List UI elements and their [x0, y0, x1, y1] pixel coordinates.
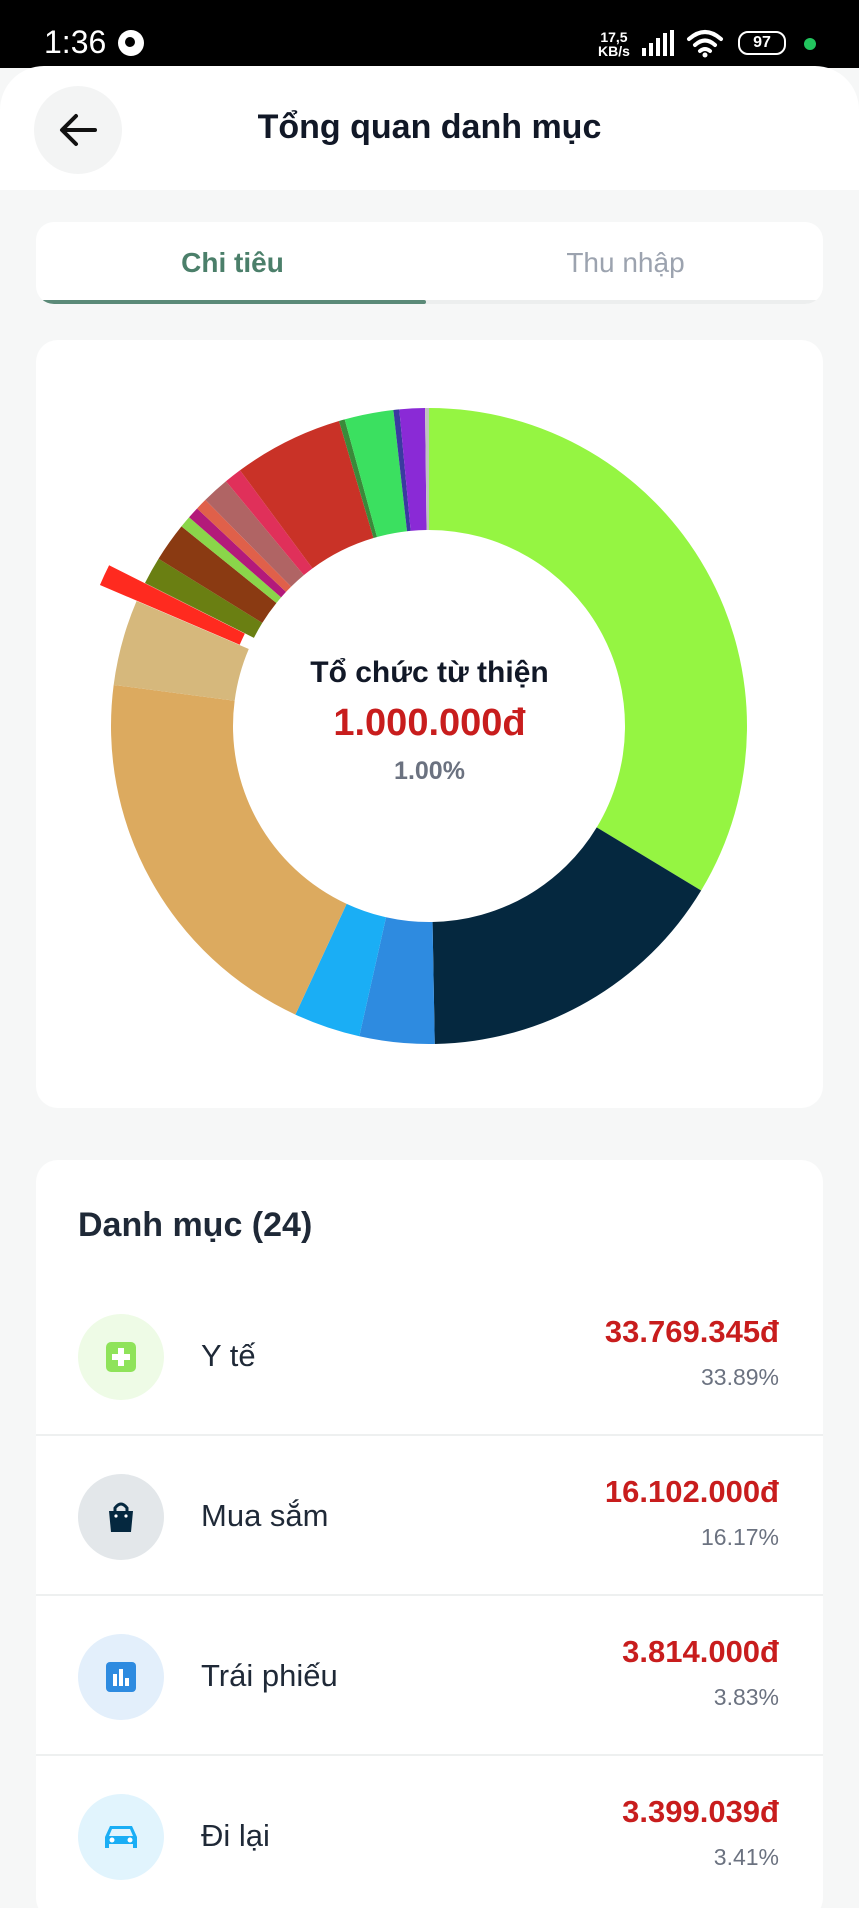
donut-slice[interactable]: [144, 558, 263, 638]
wifi-icon: [687, 30, 723, 58]
tab-active-indicator: [36, 300, 426, 304]
category-name: Mua sắm: [201, 1498, 329, 1533]
donut-slice[interactable]: [295, 903, 387, 1037]
chart-center-label: Tổ chức từ thiện 1.000.000đ 1.00%: [36, 656, 823, 786]
category-icon-wrap: [78, 1794, 164, 1880]
category-amount: 16.102.000đ: [604, 1474, 779, 1509]
type-tabs: Chi tiêu Thu nhập: [36, 222, 823, 304]
category-name: Y tế: [201, 1338, 256, 1373]
donut-slice[interactable]: [338, 419, 378, 539]
category-percent: 16.17%: [700, 1524, 779, 1550]
category-icon-wrap: [78, 1634, 164, 1720]
selected-category-percent: 1.00%: [394, 757, 465, 785]
category-list-card: Danh mục (24) Y tế 33.769.345đ 33.89% Mu…: [36, 1160, 823, 1908]
donut-slice[interactable]: [359, 917, 435, 1044]
category-amount: 33.769.345đ: [604, 1314, 779, 1349]
donut-slice[interactable]: [99, 565, 245, 645]
donut-slice[interactable]: [111, 684, 347, 1015]
page-title: Tổng quan danh mục: [257, 108, 602, 146]
shopping-bag-icon: [109, 1502, 133, 1532]
medical-plus-icon: [106, 1342, 136, 1372]
category-list-title: Danh mục (24): [78, 1206, 313, 1244]
donut-slice[interactable]: [432, 827, 702, 1044]
network-speed-value: 17,5: [600, 29, 628, 45]
category-icon-wrap: [78, 1314, 164, 1400]
donut-slice[interactable]: [240, 421, 374, 569]
donut-slice[interactable]: [181, 517, 282, 603]
donut-chart[interactable]: [36, 340, 823, 1108]
list-item[interactable]: Trái phiếu 3.814.000đ 3.83%: [36, 1596, 823, 1756]
donut-slice[interactable]: [189, 508, 287, 598]
donut-slice[interactable]: [225, 470, 313, 576]
tab-track: [36, 300, 823, 304]
category-percent: 33.89%: [700, 1364, 779, 1390]
arrow-left-icon: [60, 114, 97, 146]
tab-income[interactable]: Thu nhập: [566, 247, 685, 278]
list-item[interactable]: Y tế 33.769.345đ 33.89%: [36, 1276, 823, 1436]
donut-slice[interactable]: [113, 600, 249, 701]
donut-slice[interactable]: [393, 409, 411, 532]
category-icon-wrap: [78, 1474, 164, 1560]
selected-category-name: Tổ chức từ thiện: [310, 656, 549, 689]
list-item[interactable]: Đi lại 3.399.039đ 3.41%: [36, 1756, 823, 1908]
category-name: Đi lại: [201, 1818, 270, 1853]
bar-chart-icon: [106, 1662, 136, 1692]
category-percent: 3.41%: [713, 1844, 779, 1870]
category-name: Trái phiếu: [201, 1658, 338, 1693]
category-amount: 3.399.039đ: [622, 1794, 779, 1829]
list-item[interactable]: Mua sắm 16.102.000đ 16.17%: [36, 1436, 823, 1596]
privacy-dot-icon: [804, 38, 816, 50]
category-amount: 3.814.000đ: [622, 1634, 779, 1669]
app-header: Tổng quan danh mục: [0, 66, 859, 190]
donut-slice[interactable]: [429, 408, 747, 891]
signal-icon: [642, 30, 674, 56]
donut-slice[interactable]: [344, 410, 408, 538]
notification-app-icon: [118, 30, 144, 56]
donut-slice[interactable]: [197, 499, 292, 592]
chart-card: Tổ chức từ thiện 1.000.000đ 1.00%: [36, 340, 823, 1108]
selected-category-amount: 1.000.000đ: [333, 702, 526, 744]
status-time: 1:36: [44, 24, 107, 60]
car-icon: [105, 1826, 137, 1848]
battery-indicator: 97: [738, 31, 786, 55]
network-speed: 17,5 KB/s: [598, 30, 630, 58]
donut-slice[interactable]: [425, 408, 429, 531]
back-button[interactable]: [34, 86, 122, 174]
category-percent: 3.83%: [713, 1684, 779, 1710]
network-speed-unit: KB/s: [598, 43, 630, 59]
status-bar: 1:36 17,5 KB/s 97: [0, 0, 859, 68]
donut-slice[interactable]: [158, 526, 277, 623]
donut-slice[interactable]: [399, 408, 427, 531]
tab-expense[interactable]: Chi tiêu: [181, 247, 284, 278]
donut-slice[interactable]: [205, 481, 304, 587]
